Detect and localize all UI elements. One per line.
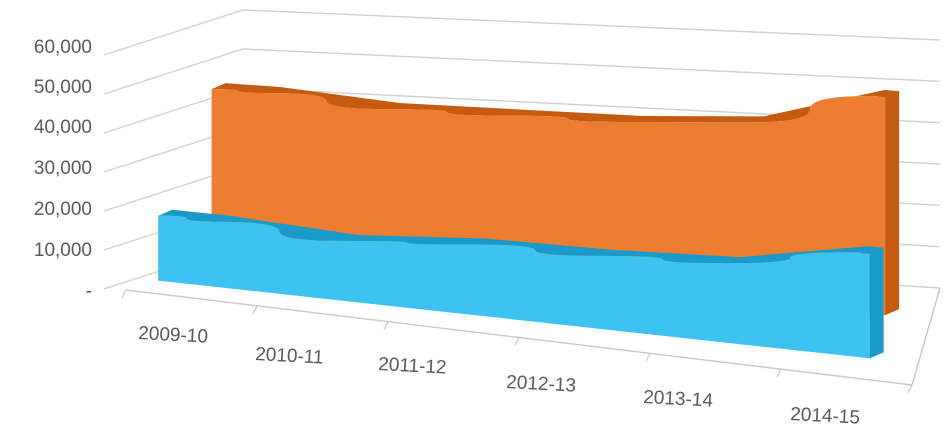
series-1-side-face	[869, 247, 884, 359]
series-0-top-face	[211, 83, 900, 123]
x-tick-label: 2014-15	[790, 404, 861, 425]
x-tick-label: 2012-13	[506, 372, 577, 397]
gridline	[103, 48, 941, 95]
y-tick-label: 10,000	[34, 240, 92, 261]
gridline	[103, 9, 941, 56]
x-tick-label: 2013-14	[643, 387, 714, 412]
floor-right-edge	[911, 287, 941, 386]
series-1-top-face	[158, 209, 884, 264]
category-tick	[252, 305, 258, 315]
chart-walls	[121, 287, 941, 394]
y-tick-label: 40,000	[34, 117, 92, 138]
x-tick-label: 2011-12	[378, 354, 447, 379]
category-tick	[645, 353, 651, 362]
category-tick	[383, 321, 389, 330]
x-axis-tick-labels: 2009-10 2010-11 2011-12 2012-13 2013-14 2014-…	[138, 323, 861, 425]
y-tick-label: -	[86, 281, 92, 302]
series-0-side-face	[885, 90, 900, 316]
category-tick	[776, 368, 782, 378]
category-tick	[907, 384, 913, 394]
y-tick-label: 20,000	[34, 199, 92, 220]
y-tick-label: 50,000	[34, 77, 92, 98]
y-tick-label: 30,000	[34, 158, 92, 179]
y-axis-tick-labels: - 10,000 20,000 30,000 40,000 50,000 60,000	[34, 37, 92, 302]
x-tick-label: 2009-10	[138, 323, 209, 348]
x-tick-label: 2010-11	[255, 344, 324, 369]
category-tick	[121, 289, 127, 299]
series-front	[158, 209, 884, 359]
y-tick-label: 60,000	[34, 37, 92, 58]
category-tick	[514, 337, 520, 346]
series-1-front-face	[158, 215, 870, 359]
